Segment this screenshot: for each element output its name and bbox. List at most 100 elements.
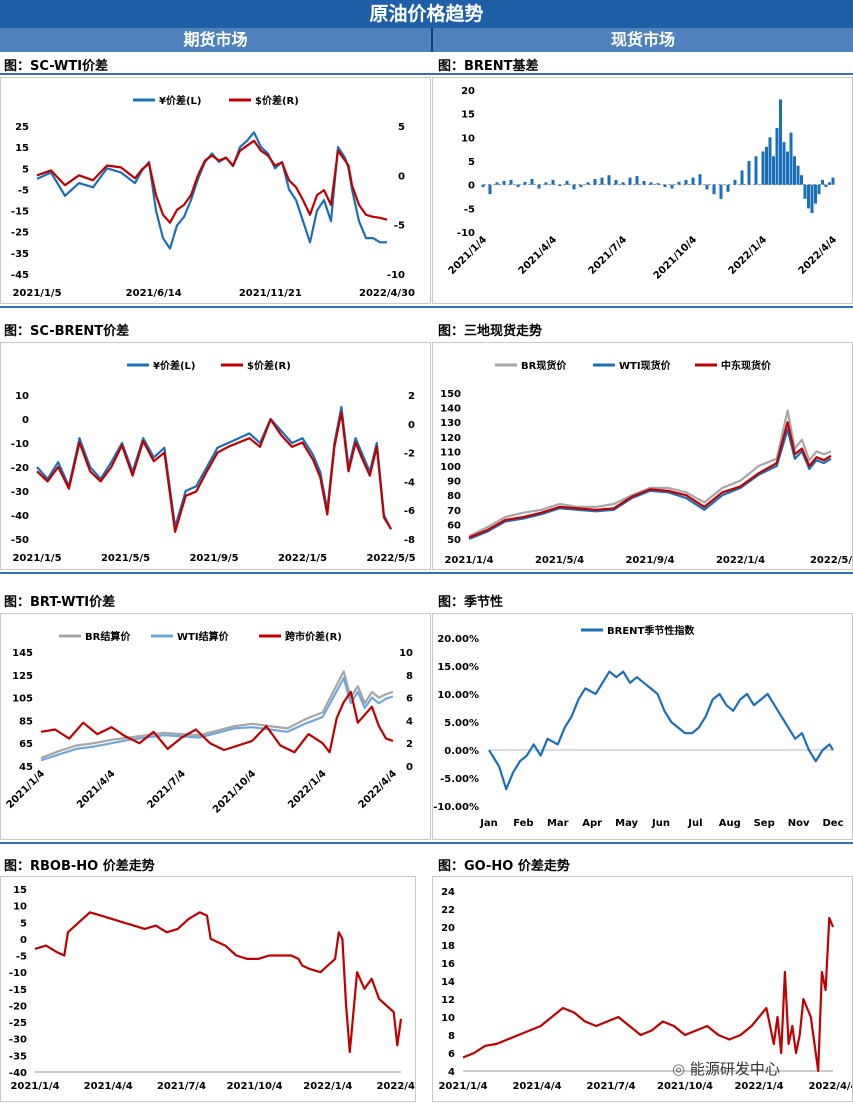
x-tick-label: Jul [687, 818, 702, 829]
x-tick-label: 2021/10/4 [657, 1081, 713, 1092]
y-tick-label: -20 [9, 1001, 27, 1012]
x-tick-label: Nov [788, 818, 810, 829]
y-tick-label: -10.00% [433, 802, 479, 813]
chart-title-three-spot: 图：三地现货走势 [438, 324, 543, 339]
y-tick-label: -5 [464, 204, 475, 215]
bar [544, 182, 548, 185]
series-line [36, 139, 388, 224]
y-tick-label: 14 [441, 977, 455, 988]
y-tick-label: 12 [441, 995, 455, 1006]
bar [642, 180, 646, 185]
y-tick-label: -5 [18, 185, 29, 196]
y-tick-label: 110 [440, 447, 461, 458]
y-tick-label: 85 [19, 716, 33, 727]
y-right-tick-label: 6 [406, 694, 413, 705]
y-tick-label: 50 [447, 535, 461, 546]
chart-panel: 20 15 10 5 0 -5 -10 2021/1/4 2021/4/4 2021/7/4 202… [432, 77, 853, 304]
x-tick-label: 2021/11/21 [239, 288, 302, 299]
bar [607, 175, 611, 185]
bar [810, 184, 814, 214]
bar [691, 177, 695, 185]
chart-panel: 10 0 -10 -20 -30 -40 -50 2 0 -2 -4 -6 -8 2021/1/5 2021… [0, 342, 431, 570]
x-tick-label: Apr [582, 818, 602, 829]
y-tick-label: -10 [11, 439, 29, 450]
bar [793, 156, 796, 185]
x-tick-label: Sep [754, 818, 775, 829]
x-tick-label: 2021/1/4 [10, 1081, 59, 1092]
x-tick-label: 2021/10/4 [652, 234, 699, 281]
y-tick-label: 65 [19, 739, 33, 750]
series-line [462, 916, 835, 1073]
chart-panel: 15 10 5 0 -5 -10 -15 -20 -25 -30 -35 -40 2021/1/4 202… [0, 876, 426, 1102]
y-tick-label: 0.00% [444, 746, 479, 757]
series-line [40, 677, 394, 762]
bar [800, 175, 803, 185]
y-tick-label: 6 [448, 1049, 455, 1060]
bar [600, 177, 604, 185]
y-tick-label: 20 [461, 86, 475, 97]
sc-brent-chart: 10 0 -10 -20 -30 -40 -50 2 0 -2 -4 -6 -8 2021/1/5 2021… [11, 359, 416, 564]
x-tick-label: 2022/5/ [810, 555, 852, 566]
spot-section-header: 现货市场 [433, 28, 853, 52]
bar [635, 176, 639, 185]
bar [775, 127, 779, 185]
bar [828, 182, 831, 185]
y-tick-label: 0 [20, 935, 27, 946]
bar [586, 182, 590, 185]
bar [747, 161, 751, 185]
bar [656, 183, 660, 185]
bar [628, 177, 632, 185]
y-tick-label: -10 [9, 968, 27, 979]
y-right-tick-label: -8 [404, 535, 415, 546]
y-tick-label: 140 [440, 404, 461, 415]
legend-label: $价差(R) [255, 94, 299, 107]
y-tick-label: 15 [15, 143, 29, 154]
x-tick-label: 2021/10/4 [227, 1081, 283, 1092]
y-tick-label: -35 [11, 249, 29, 260]
y-tick-label: -10 [457, 228, 475, 239]
three-spot-chart: 150 140 130 120 110 100 90 80 70 60 50 2021/1/4 2021… [440, 359, 852, 566]
chart-title-sc-brent: 图：SC-BRENT价差 [4, 324, 130, 339]
x-tick-label: 2021/6/14 [126, 288, 182, 299]
x-tick-label: 2021/4/4 [517, 234, 559, 276]
legend-label: 跨市价差(R) [285, 630, 342, 643]
x-tick-label: 2021/5/5 [101, 553, 150, 564]
bar [516, 184, 520, 188]
bar [814, 184, 817, 204]
x-tick-label: 2022/1/4 [303, 1081, 352, 1092]
legend-label: WTI现货价 [619, 359, 672, 372]
y-tick-label: 130 [440, 418, 461, 429]
x-tick-label: 2022/4/4 [376, 1081, 415, 1092]
bar [765, 146, 768, 185]
x-tick-label: 2021/10/4 [211, 768, 258, 815]
y-tick-label: 8 [448, 1031, 455, 1042]
bar [649, 182, 653, 185]
y-tick-label: 10 [13, 902, 27, 913]
bar [712, 184, 716, 195]
bar [803, 184, 807, 199]
bar [824, 184, 828, 188]
bar [481, 184, 485, 188]
x-tick-label: 2022/1/4 [727, 234, 769, 276]
y-tick-label: 60 [447, 520, 461, 531]
bar [495, 182, 499, 185]
y-tick-label: 120 [440, 433, 461, 444]
series-line [468, 428, 832, 541]
y-tick-label: 10 [461, 133, 475, 144]
y-tick-label: 125 [12, 671, 33, 682]
chart-panel: 20.00% 15.00% 10.00% 5.00% 0.00% -5.00% -10.00… [432, 613, 853, 840]
page-title: 原油价格趋势 [0, 0, 853, 28]
x-tick-label: May [615, 818, 638, 829]
bar [677, 181, 681, 185]
y-tick-label: 5.00% [444, 718, 479, 729]
x-tick-label: 2022/5/5 [366, 553, 415, 564]
y-tick-label: 16 [441, 959, 455, 970]
bar [579, 184, 583, 188]
sc-wti-chart: 25 15 5 -5 -15 -25 -35 -45 5 0 -5 -10 2021/1/5 2021/6… [11, 94, 415, 299]
x-tick-label: 2022/1/4 [734, 1081, 783, 1092]
bar [831, 177, 835, 185]
x-tick-label: 2021/7/4 [587, 234, 629, 276]
y-tick-label: 150 [440, 389, 461, 400]
y-tick-label: -25 [11, 228, 29, 239]
x-tick-label: 2021/4/4 [84, 1081, 133, 1092]
